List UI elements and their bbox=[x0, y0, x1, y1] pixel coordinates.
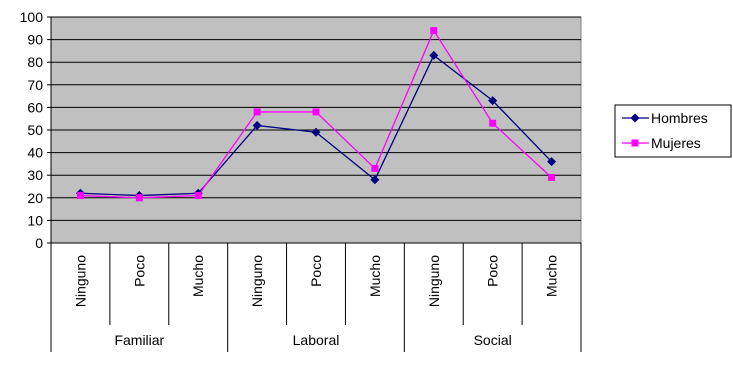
data-point-mujeres bbox=[194, 192, 202, 200]
data-point-hombres bbox=[429, 50, 439, 60]
data-point-hombres bbox=[311, 127, 321, 137]
group-label: Social bbox=[474, 332, 512, 348]
data-point-hombres bbox=[488, 96, 498, 106]
x-tick-label: Mucho bbox=[544, 255, 560, 297]
x-tick-label: Poco bbox=[308, 255, 324, 287]
legend-marker-hombres bbox=[630, 113, 640, 123]
data-point-hombres bbox=[547, 157, 557, 167]
x-tick-label: Poco bbox=[485, 255, 501, 287]
y-tick-label: 80 bbox=[27, 54, 43, 70]
data-point-mujeres bbox=[312, 108, 320, 116]
legend-label-mujeres: Mujeres bbox=[651, 135, 701, 151]
legend bbox=[614, 104, 732, 158]
y-tick-label: 100 bbox=[20, 9, 44, 25]
y-tick-label: 40 bbox=[27, 145, 43, 161]
y-tick-label: 30 bbox=[27, 167, 43, 183]
legend-marker-mujeres bbox=[631, 139, 639, 147]
x-tick-label: Mucho bbox=[367, 255, 383, 297]
y-tick-label: 0 bbox=[35, 235, 43, 251]
data-point-mujeres bbox=[371, 164, 379, 172]
x-tick-label: Ninguno bbox=[249, 255, 265, 307]
y-tick-label: 20 bbox=[27, 190, 43, 206]
x-tick-label: Mucho bbox=[190, 255, 206, 297]
data-point-mujeres bbox=[76, 192, 84, 200]
data-point-mujeres bbox=[548, 173, 556, 181]
y-tick-label: 50 bbox=[27, 122, 43, 138]
data-point-mujeres bbox=[489, 119, 497, 127]
y-tick-label: 10 bbox=[27, 212, 43, 228]
x-tick-label: Poco bbox=[131, 255, 147, 287]
group-label: Familiar bbox=[114, 332, 164, 348]
y-tick-label: 70 bbox=[27, 77, 43, 93]
data-point-hombres bbox=[370, 175, 380, 185]
data-point-mujeres bbox=[430, 27, 438, 35]
data-point-mujeres bbox=[253, 108, 261, 116]
x-tick-label: Ninguno bbox=[426, 255, 442, 307]
group-label: Laboral bbox=[293, 332, 340, 348]
legend-label-hombres: Hombres bbox=[651, 110, 708, 126]
y-tick-label: 60 bbox=[27, 99, 43, 115]
y-tick-label: 90 bbox=[27, 32, 43, 48]
data-point-mujeres bbox=[135, 194, 143, 202]
data-point-hombres bbox=[252, 120, 262, 130]
x-tick-label: Ninguno bbox=[72, 255, 88, 307]
